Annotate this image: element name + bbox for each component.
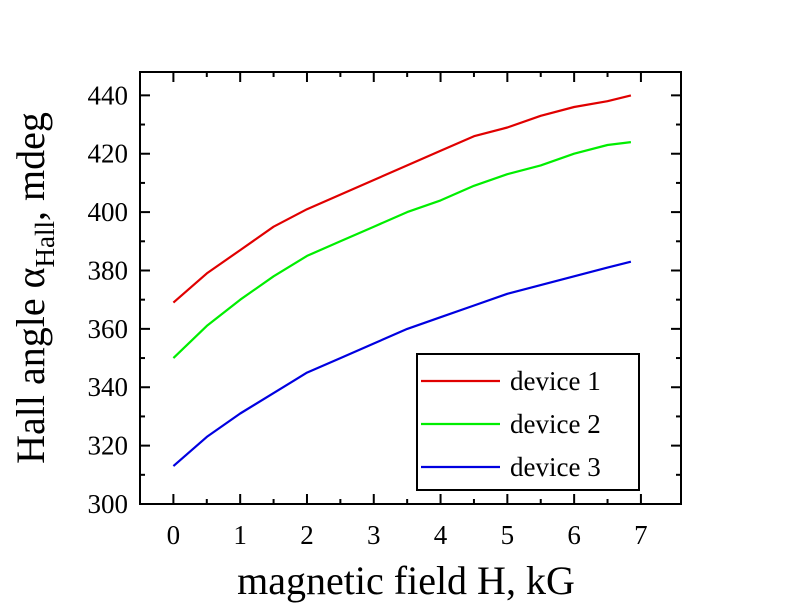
y-tick-label-440: 440	[88, 80, 129, 110]
plot-frame	[139, 71, 682, 505]
y-axis-title-subscript: Hall	[30, 221, 60, 268]
x-tick-label-4: 4	[434, 520, 448, 550]
legend-label-device-3: device 3	[510, 452, 601, 482]
x-axis-title: magnetic field H, kG	[237, 558, 575, 603]
y-tick-label-320: 320	[88, 431, 129, 461]
x-tick-label-0: 0	[167, 520, 181, 550]
x-tick-label-1: 1	[233, 520, 247, 550]
legend-label-device-1: device 1	[510, 366, 601, 396]
data-series	[172, 94, 632, 467]
series-line-device-1	[172, 94, 632, 304]
y-tick-label-420: 420	[88, 139, 129, 169]
y-axis-title-main: Hall angle α	[8, 267, 53, 463]
y-tick-label-340: 340	[88, 372, 129, 402]
y-axis-title: Hall angle αHall, mdeg	[8, 112, 60, 464]
series-line-device-3	[172, 260, 632, 467]
x-tick-label-7: 7	[634, 520, 648, 550]
x-tick-label-5: 5	[501, 520, 515, 550]
y-tick-label-400: 400	[88, 197, 129, 227]
axis-ticks: 0 1 2 3 4 5 6 7 300 320 340 360 380 400 420 440	[88, 72, 681, 550]
y-tick-label-380: 380	[88, 255, 129, 285]
x-tick-label-6: 6	[567, 520, 581, 550]
x-tick-label-3: 3	[367, 520, 381, 550]
y-tick-label-360: 360	[88, 314, 129, 344]
x-tick-label-2: 2	[300, 520, 314, 550]
legend: device 1 device 2 device 3	[416, 353, 640, 491]
y-axis-title-suffix: , mdeg	[8, 112, 53, 221]
legend-label-device-2: device 2	[510, 409, 601, 439]
y-tick-label-300: 300	[88, 489, 129, 519]
series-line-device-2	[172, 141, 632, 359]
